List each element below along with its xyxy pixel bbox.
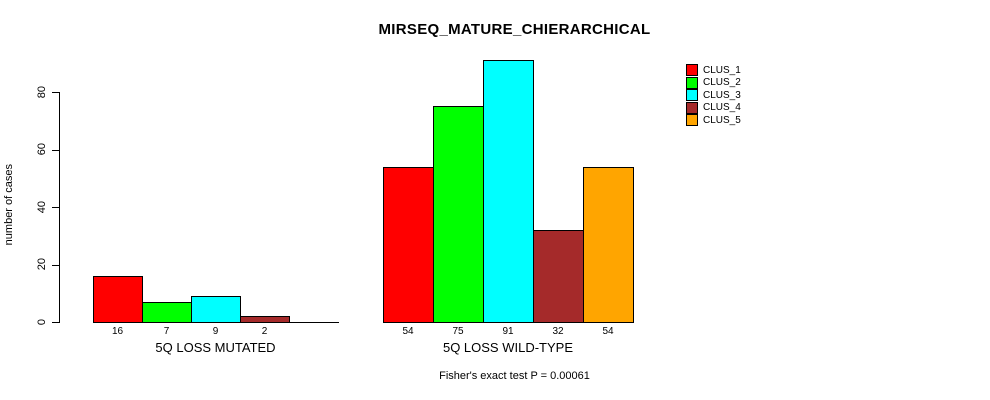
y-axis-tick-label: 20 [34, 250, 50, 280]
bar-value-label: 2 [261, 326, 268, 337]
bar-clus_5-group2 [583, 167, 634, 323]
y-axis-tick-label: 0 [34, 307, 50, 337]
y-axis-tick [52, 264, 60, 266]
group-label: 5Q LOSS WILD-TYPE [442, 340, 574, 355]
y-axis-label-text: number of cases [3, 164, 15, 246]
y-axis-tick-label: 80 [34, 77, 50, 107]
legend-entry: CLUS_5 [686, 114, 741, 127]
legend-entry: CLUS_1 [686, 64, 741, 77]
bar-value-label: 54 [602, 326, 614, 337]
legend-swatch-clus_3 [686, 89, 698, 102]
legend-swatch-clus_5 [686, 114, 698, 127]
legend-swatch-clus_4 [686, 101, 698, 114]
bar-clus_2-group1 [142, 302, 192, 323]
legend-label: CLUS_4 [703, 102, 741, 114]
bar-value-label: 16 [111, 326, 124, 337]
legend-swatch-clus_2 [686, 76, 698, 89]
legend-label: CLUS_1 [703, 64, 741, 76]
y-axis-tick-label: 40 [34, 192, 50, 222]
legend-entry: CLUS_3 [686, 89, 741, 102]
y-axis-tick [52, 322, 60, 323]
bar-value-label: 9 [212, 326, 219, 337]
subtitle-pvalue: Fisher's exact test P = 0.00061 [439, 370, 590, 382]
legend-label: CLUS_5 [703, 114, 741, 126]
legend-entry: CLUS_2 [686, 76, 741, 90]
bar-clus_4-group2 [533, 230, 584, 323]
bar-value-label: 75 [452, 326, 464, 337]
legend: CLUS_1 CLUS_2 CLUS_3 CLUS_4 CLUS_5 [686, 64, 741, 127]
bar-value-label: 7 [163, 326, 170, 337]
chart-title: MIRSEQ_MATURE_CHIERARCHICAL [378, 21, 651, 38]
bar-clus_3-group2 [483, 60, 534, 323]
y-axis-tick-label: 60 [34, 135, 50, 165]
legend-label: CLUS_3 [703, 89, 741, 101]
bar-value-label: 32 [552, 326, 564, 337]
y-axis-tick [52, 207, 60, 208]
y-axis-tick [52, 149, 60, 151]
bar-clus_4-group1 [240, 316, 290, 323]
y-axis-tick-label-text: 80 [36, 85, 48, 99]
legend-entry: CLUS_4 [686, 101, 741, 115]
y-axis-label: number of cases [1, 120, 17, 290]
group-label: 5Q LOSS MUTATED [155, 340, 276, 355]
y-axis-tick-label-text: 20 [36, 258, 48, 271]
legend-label: CLUS_2 [703, 77, 741, 89]
y-axis-tick-label-text: 0 [36, 318, 48, 326]
bar-clus_1-group1 [93, 276, 143, 323]
y-axis-tick-label-text: 40 [36, 200, 48, 214]
y-axis-tick-label-text: 60 [36, 143, 48, 156]
legend-swatch-clus_1 [686, 64, 698, 77]
bar-clus_1-group2 [383, 167, 434, 323]
bar-clus_2-group2 [433, 106, 484, 323]
bar-value-label: 54 [402, 326, 414, 337]
y-axis-tick [52, 92, 60, 93]
bar-value-label: 91 [502, 326, 514, 337]
bar-clus_3-group1 [191, 296, 241, 323]
